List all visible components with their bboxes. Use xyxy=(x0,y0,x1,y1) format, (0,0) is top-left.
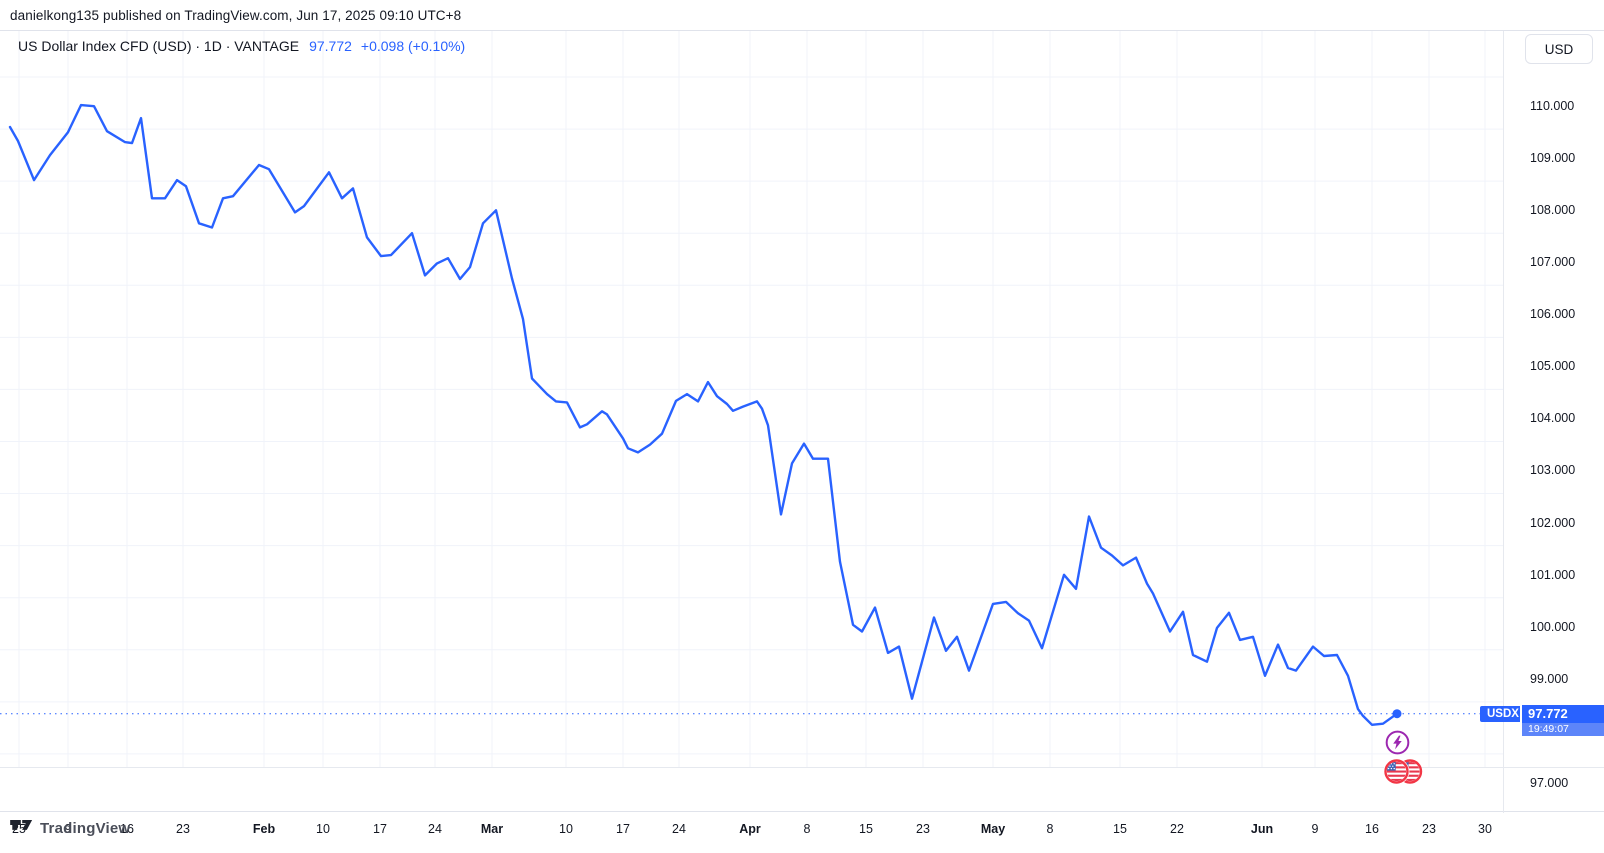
time-tick-label: May xyxy=(980,822,1006,836)
time-tick-label: 15 xyxy=(1113,822,1127,836)
price-chart-canvas[interactable] xyxy=(0,31,1604,813)
price-tick-label: 105.000 xyxy=(1530,359,1576,374)
legend-change: +0.098 (+0.10%) xyxy=(360,38,466,54)
time-tick-label: 15 xyxy=(859,822,873,836)
price-tick-label: 99.000 xyxy=(1530,671,1569,686)
time-tick-label: 10 xyxy=(559,822,573,836)
symbol-price-flag: USDX xyxy=(1480,705,1520,722)
price-tick-label: 103.000 xyxy=(1530,463,1576,478)
last-price-dot xyxy=(1392,709,1402,719)
time-tick-label: 23 xyxy=(176,822,190,836)
time-tick-label: 30 xyxy=(1478,822,1492,836)
price-tick-label: 101.000 xyxy=(1530,567,1576,582)
time-tick-label: Apr xyxy=(739,822,761,836)
time-tick-label: Mar xyxy=(480,822,504,836)
time-tick-label: 9 xyxy=(64,822,72,836)
us-flag-icon[interactable] xyxy=(1383,758,1424,785)
time-tick-label: 17 xyxy=(373,822,387,836)
time-tick-label: 23 xyxy=(916,822,930,836)
time-tick-label: 23 xyxy=(1422,822,1436,836)
time-tick-label: 22 xyxy=(1170,822,1184,836)
bar-countdown: 19:49:07 xyxy=(1522,722,1604,736)
price-tick-label: 108.000 xyxy=(1530,203,1576,218)
tradingview-logomark-icon xyxy=(10,820,33,830)
time-tick-label: 8 xyxy=(803,822,811,836)
symbol-legend: US Dollar Index CFD (USD) · 1D · VANTAGE… xyxy=(18,38,465,54)
currency-button[interactable]: USD xyxy=(1525,34,1593,64)
price-tick-label: 106.000 xyxy=(1530,307,1576,322)
price-tick-label: 107.000 xyxy=(1530,255,1576,270)
price-tick-label: 104.000 xyxy=(1530,411,1576,426)
time-tick-label: 16 xyxy=(1365,822,1379,836)
price-tick-label: 102.000 xyxy=(1530,515,1576,530)
legend-last-price: 97.772 xyxy=(309,38,352,54)
time-tick-label: 24 xyxy=(428,822,442,836)
byline: danielkong135 published on TradingView.c… xyxy=(10,8,462,23)
price-tick-label: 100.000 xyxy=(1530,619,1576,634)
price-tick-label: 97.000 xyxy=(1530,775,1569,790)
time-tick-label: 17 xyxy=(616,822,630,836)
time-tick-label: 8 xyxy=(1046,822,1054,836)
price-tick-label: 109.000 xyxy=(1530,151,1576,166)
last-price-value: 97.772 xyxy=(1522,704,1604,723)
time-tick-label: 9 xyxy=(1311,822,1319,836)
price-axis-separator xyxy=(1503,31,1504,813)
time-tick-label: 24 xyxy=(672,822,686,836)
time-tick-label: 10 xyxy=(316,822,330,836)
time-tick-label: Jun xyxy=(1250,822,1274,836)
price-line-series xyxy=(8,103,1399,726)
time-tick-label: Feb xyxy=(252,822,276,836)
time-tick-label: 16 xyxy=(120,822,134,836)
chart-card: US Dollar Index CFD (USD) · 1D · VANTAGE… xyxy=(0,30,1604,836)
time-axis-separator xyxy=(0,767,1604,768)
tradingview-logo[interactable]: TradingView xyxy=(10,820,130,837)
tradingview-wordmark: TradingView xyxy=(40,820,131,837)
price-tick-label: 110.000 xyxy=(1530,99,1575,113)
symbol-title: US Dollar Index CFD (USD) · 1D · VANTAGE xyxy=(18,38,300,54)
last-price-label: 97.772 19:49:07 xyxy=(1522,704,1604,736)
lightning-icon[interactable] xyxy=(1385,730,1410,755)
